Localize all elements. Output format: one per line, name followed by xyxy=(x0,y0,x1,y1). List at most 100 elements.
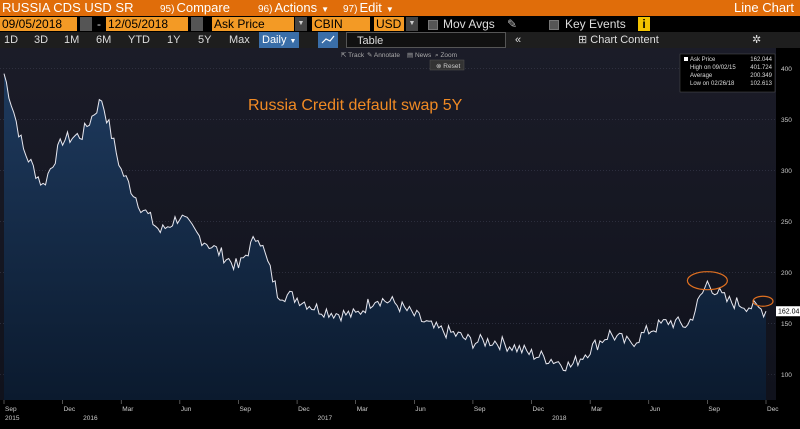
currency-select[interactable]: USD xyxy=(374,17,404,31)
highlight-circle-2 xyxy=(752,295,774,307)
legend-label-average: Average xyxy=(690,73,713,79)
y-tick-label: 350 xyxy=(781,117,792,124)
y-axis: 100 150 200 250 300 350 400 xyxy=(781,66,792,379)
legend-label-high: High on 09/02/15 xyxy=(690,65,736,71)
x-tick-label: Mar xyxy=(122,406,134,413)
line-chart-icon[interactable] xyxy=(318,32,338,48)
controls-bar: 09/05/2018 - 12/05/2018 Ask Price ▼ CBIN… xyxy=(0,16,800,32)
price-field-dropdown-icon[interactable]: ▼ xyxy=(295,17,307,31)
edit-button[interactable]: 97) Edit ▼ xyxy=(343,0,394,16)
annotate-tool[interactable]: ✎ Annotate xyxy=(367,52,400,59)
mov-avgs-label: Mov Avgs xyxy=(443,17,495,31)
highlight-circle-1 xyxy=(686,271,728,291)
edit-label: Edit xyxy=(359,0,382,15)
compare-button[interactable]: 95) Compare xyxy=(160,0,230,16)
x-tick-label: Mar xyxy=(357,406,369,413)
end-date-field[interactable]: 12/05/2018 xyxy=(106,17,188,31)
period-bar: 1D 3D 1M 6M YTD 1Y 5Y Max Daily ▼ Table … xyxy=(0,32,800,48)
compare-label: Compare xyxy=(176,0,230,15)
y-tick-label: 200 xyxy=(781,270,792,277)
y-tick-label: 400 xyxy=(781,66,792,73)
end-calendar-icon[interactable] xyxy=(191,17,203,31)
price-field-select[interactable]: Ask Price xyxy=(212,17,294,31)
key-events-label: Key Events xyxy=(565,17,626,31)
legend-value-low: 102.613 xyxy=(750,81,772,87)
start-calendar-icon[interactable] xyxy=(80,17,92,31)
info-icon[interactable]: i xyxy=(638,17,650,31)
period-5y[interactable]: 5Y xyxy=(198,34,212,46)
legend-value-ask: 162.044 xyxy=(750,57,772,63)
x-year-label: 2017 xyxy=(318,415,333,422)
x-tick-label: Dec xyxy=(767,406,779,413)
table-button[interactable]: Table xyxy=(346,32,506,48)
source-field[interactable]: CBIN xyxy=(312,17,370,31)
x-tick-label: Dec xyxy=(64,406,76,413)
collapse-icon[interactable]: « xyxy=(515,34,522,46)
edit-shortcut: 97) xyxy=(343,4,358,15)
chart-legend: Ask Price 162.044 High on 09/02/15 401.7… xyxy=(679,53,776,93)
y-tick-label: 250 xyxy=(781,219,792,226)
x-year-label: 2015 xyxy=(5,415,20,422)
x-tick-label: Jun xyxy=(181,406,192,413)
legend-swatch xyxy=(684,57,688,61)
edit-caret-icon: ▼ xyxy=(385,5,394,14)
period-3d[interactable]: 3D xyxy=(34,34,49,46)
start-date-field[interactable]: 09/05/2018 xyxy=(0,17,77,31)
security-ticker[interactable]: RUSSIA CDS USD SR xyxy=(2,0,134,15)
frequency-caret-icon: ▼ xyxy=(289,38,297,45)
period-1m[interactable]: 1M xyxy=(64,34,80,46)
legend-value-high: 401.724 xyxy=(750,65,772,71)
period-ytd[interactable]: YTD xyxy=(128,34,150,46)
line-chart[interactable]: 100 150 200 250 300 350 400 Sep Dec Mar Jun Sep Dec… xyxy=(0,48,800,424)
actions-shortcut: 96) xyxy=(258,4,273,15)
annotate-icon: ✎ xyxy=(367,52,374,59)
currency-dropdown-icon[interactable]: ▼ xyxy=(406,17,418,31)
last-value-tag xyxy=(776,306,800,317)
x-axis: Sep Dec Mar Jun Sep Dec Mar Jun Sep Dec Mar Jun Sep D… xyxy=(3,400,779,422)
frequency-select[interactable]: Daily ▼ xyxy=(259,32,300,48)
period-1d[interactable]: 1D xyxy=(4,34,19,46)
x-tick-label: Sep xyxy=(239,406,251,413)
x-tick-label: Dec xyxy=(298,406,310,413)
zoom-icon: ⌕ xyxy=(435,52,440,59)
chart-type-title: Line Chart xyxy=(734,0,794,15)
compare-shortcut: 95) xyxy=(160,4,175,15)
x-tick-label: Sep xyxy=(5,406,17,413)
chart-content-icon: ⊞ xyxy=(578,34,588,46)
x-tick-label: Sep xyxy=(474,406,486,413)
line-chart-icon-graphic xyxy=(321,35,335,44)
x-tick-label: Mar xyxy=(591,406,603,413)
x-year-label: 2018 xyxy=(552,415,567,422)
settings-gear-icon[interactable]: ✲ xyxy=(752,34,762,46)
news-tool[interactable]: ▤ News xyxy=(407,52,432,59)
y-tick-label: 150 xyxy=(781,321,792,328)
chart-toolbar: ⇱ Track ✎ Annotate ▤ News ⌕ Zoom ⊗ Reset xyxy=(341,51,465,71)
track-icon: ⇱ xyxy=(341,51,348,59)
reset-button-bg[interactable] xyxy=(429,59,465,71)
period-6m[interactable]: 6M xyxy=(96,34,112,46)
reset-button[interactable]: ⊗ Reset xyxy=(436,63,460,70)
y-tick-label: 300 xyxy=(781,168,792,175)
last-value-label: 162.04 xyxy=(778,309,800,316)
y-tick-label: 100 xyxy=(781,372,792,379)
reset-icon: ⊗ xyxy=(436,63,443,70)
track-tool[interactable]: ⇱ Track xyxy=(341,51,365,59)
x-year-label: 2016 xyxy=(83,415,98,422)
pencil-icon[interactable]: ✎ xyxy=(507,17,518,31)
zoom-tool[interactable]: ⌕ Zoom xyxy=(435,52,457,59)
mov-avgs-checkbox[interactable] xyxy=(428,20,438,30)
period-1y[interactable]: 1Y xyxy=(167,34,181,46)
x-tick-label: Sep xyxy=(708,406,720,413)
period-max[interactable]: Max xyxy=(229,34,250,46)
chart-content-button[interactable]: ⊞ Chart Content xyxy=(578,32,659,48)
series-line xyxy=(3,73,767,372)
key-events-checkbox[interactable] xyxy=(549,20,559,30)
actions-caret-icon: ▼ xyxy=(321,5,330,14)
actions-button[interactable]: 96) Actions ▼ xyxy=(258,0,329,16)
x-tick-label: Jun xyxy=(415,406,426,413)
legend-value-average: 200.349 xyxy=(750,73,772,79)
series-area xyxy=(4,73,766,400)
legend-label-low: Low on 02/26/18 xyxy=(690,81,735,87)
news-icon: ▤ xyxy=(407,52,415,59)
chart-content-label: Chart Content xyxy=(590,34,659,46)
